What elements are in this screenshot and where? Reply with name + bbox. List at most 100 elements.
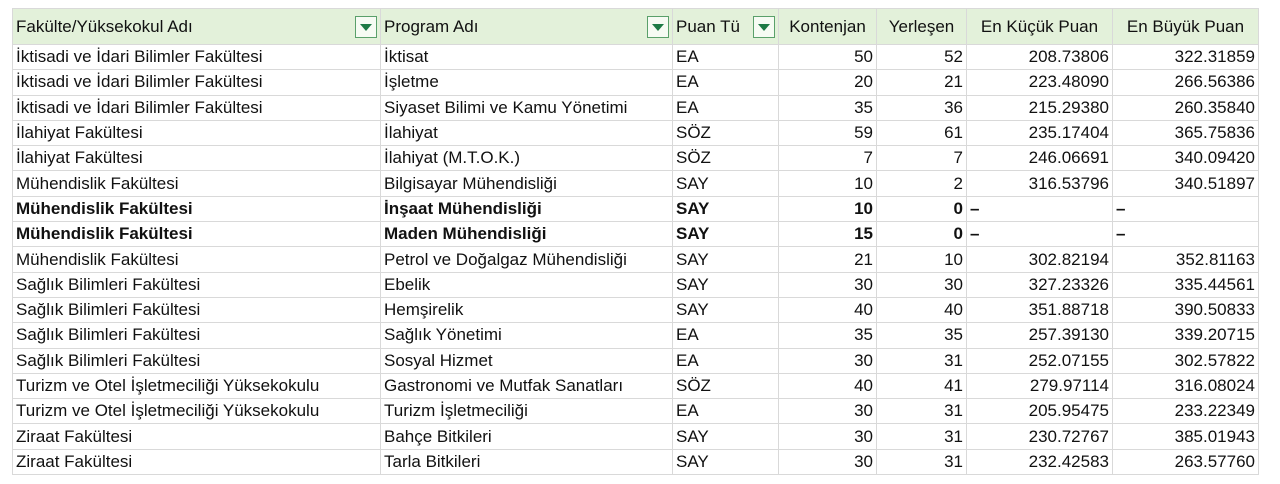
table-cell: 40 xyxy=(876,296,967,324)
header-text: Program Adı xyxy=(384,16,479,36)
table-cell: 316.53796 xyxy=(966,170,1113,197)
table-row: İktisadi ve İdari Bilimler Fakültesi İkti… xyxy=(12,43,1259,71)
table-cell: 230.72767 xyxy=(966,423,1113,450)
table-cell: 10 xyxy=(778,170,877,197)
table-cell: 61 xyxy=(876,119,967,147)
table-cell: 351.88718 xyxy=(966,296,1113,324)
table-cell: 31 xyxy=(876,448,967,476)
table-cell: 40 xyxy=(778,296,877,324)
table-row: İktisadi ve İdari Bilimler Fakültesi İşle… xyxy=(12,69,1259,96)
column-header: En Küçük Puan xyxy=(966,8,1113,45)
table-cell: EA xyxy=(672,94,779,121)
table-cell: Mühendislik Fakültesi xyxy=(12,170,381,197)
filter-button[interactable] xyxy=(753,16,775,38)
table-cell: EA xyxy=(672,322,779,349)
table-cell: Sosyal Hizmet xyxy=(380,347,673,374)
table-cell: – xyxy=(1112,221,1259,248)
table-cell: 322.31859 xyxy=(1112,43,1259,71)
table-cell: 205.95475 xyxy=(966,398,1113,425)
column-header: En Büyük Puan xyxy=(1112,8,1259,45)
table-cell: Mühendislik Fakültesi xyxy=(12,246,381,273)
table-cell: Gastronomi ve Mutfak Sanatları xyxy=(380,372,673,400)
table-cell: Mühendislik Fakültesi xyxy=(12,221,381,248)
header-text: Fakülte/Yüksekokul Adı xyxy=(16,16,193,36)
table-cell: Mühendislik Fakültesi xyxy=(12,195,381,223)
table-cell: 316.08024 xyxy=(1112,372,1259,400)
table-cell: 41 xyxy=(876,372,967,400)
table-cell: 52 xyxy=(876,43,967,71)
table-cell: 215.29380 xyxy=(966,94,1113,121)
table-row: Mühendislik Fakültesi İnşaat Mühendisliği… xyxy=(12,195,1259,223)
table-cell: 235.17404 xyxy=(966,119,1113,147)
table-cell: İktisat xyxy=(380,43,673,71)
table-cell: 385.01943 xyxy=(1112,423,1259,450)
filter-button[interactable] xyxy=(647,16,669,38)
table-cell: Turizm ve Otel İşletmeciliği Yüksekokulu xyxy=(12,372,381,400)
table-cell: 302.82194 xyxy=(966,246,1113,273)
table-cell: İktisadi ve İdari Bilimler Fakültesi xyxy=(12,43,381,71)
column-header: Puan Tü xyxy=(672,8,779,45)
table-cell: 50 xyxy=(778,43,877,71)
table-cell: Maden Mühendisliği xyxy=(380,221,673,248)
table-cell: 327.23326 xyxy=(966,271,1113,298)
table-cell: 30 xyxy=(778,271,877,298)
table-row: Ziraat Fakültesi Bahçe Bitkileri SAY 30 31 23… xyxy=(12,423,1259,450)
table-cell: Siyaset Bilimi ve Kamu Yönetimi xyxy=(380,94,673,121)
spreadsheet: Fakülte/Yüksekokul Adı Program Adı Puan Tü… xyxy=(12,8,1259,476)
table-cell: Turizm ve Otel İşletmeciliği Yüksekokulu xyxy=(12,398,381,425)
table-cell: 35 xyxy=(778,94,877,121)
table-cell: Ziraat Fakültesi xyxy=(12,423,381,450)
table-cell: – xyxy=(966,195,1113,223)
table-row: Sağlık Bilimleri Fakültesi Hemşirelik SAY 4… xyxy=(12,296,1259,324)
table-cell: SAY xyxy=(672,423,779,450)
header-row: Fakülte/Yüksekokul Adı Program Adı Puan Tü… xyxy=(12,8,1259,45)
table-row: Turizm ve Otel İşletmeciliği Yüksekokulu… xyxy=(12,372,1259,400)
table-cell: 30 xyxy=(778,347,877,374)
header-text: Yerleşen xyxy=(888,16,955,36)
table-cell: 339.20715 xyxy=(1112,322,1259,349)
table-cell: Tarla Bitkileri xyxy=(380,448,673,476)
table-cell: SAY xyxy=(672,221,779,248)
table-cell: 246.06691 xyxy=(966,145,1113,172)
table-cell: 20 xyxy=(778,69,877,96)
table-row: Sağlık Bilimleri Fakültesi Ebelik SAY 30 30 3… xyxy=(12,271,1259,298)
filter-button[interactable] xyxy=(355,16,377,38)
table-row: Mühendislik Fakültesi Maden Mühendisliği S… xyxy=(12,221,1259,248)
table-cell: 31 xyxy=(876,398,967,425)
table-row: Sağlık Bilimleri Fakültesi Sosyal Hizmet E… xyxy=(12,347,1259,374)
table-cell: Turizm İşletmeciliği xyxy=(380,398,673,425)
header-text: En Küçük Puan xyxy=(980,16,1099,36)
table-cell: 7 xyxy=(876,145,967,172)
column-header: Program Adı xyxy=(380,8,673,45)
table-cell: 266.56386 xyxy=(1112,69,1259,96)
table-cell: 233.22349 xyxy=(1112,398,1259,425)
table-cell: Ebelik xyxy=(380,271,673,298)
table-cell: İlahiyat Fakültesi xyxy=(12,119,381,147)
table-cell: SAY xyxy=(672,296,779,324)
table-cell: 263.57760 xyxy=(1112,448,1259,476)
table-cell: İşletme xyxy=(380,69,673,96)
table-cell: Sağlık Bilimleri Fakültesi xyxy=(12,347,381,374)
table-cell: 2 xyxy=(876,170,967,197)
table-cell: SAY xyxy=(672,246,779,273)
table-row: İktisadi ve İdari Bilimler Fakültesi Siya… xyxy=(12,94,1259,121)
table-cell: SAY xyxy=(672,170,779,197)
table-cell: İlahiyat Fakültesi xyxy=(12,145,381,172)
table-cell: 31 xyxy=(876,347,967,374)
table-cell: SÖZ xyxy=(672,372,779,400)
column-header: Yerleşen xyxy=(876,8,967,45)
table-cell: 252.07155 xyxy=(966,347,1113,374)
table-cell: 10 xyxy=(876,246,967,273)
table-cell: EA xyxy=(672,347,779,374)
header-text: Kontenjan xyxy=(789,16,866,36)
table-row: İlahiyat Fakültesi İlahiyat (M.T.O.K.) SÖZ… xyxy=(12,145,1259,172)
table-cell: 30 xyxy=(778,448,877,476)
table-row: Mühendislik Fakültesi Petrol ve Doğalgaz … xyxy=(12,246,1259,273)
table-cell: İnşaat Mühendisliği xyxy=(380,195,673,223)
table-cell: 35 xyxy=(778,322,877,349)
table-cell: 340.51897 xyxy=(1112,170,1259,197)
table-row: Sağlık Bilimleri Fakültesi Sağlık Yönetim… xyxy=(12,322,1259,349)
table-cell: 30 xyxy=(876,271,967,298)
table-cell: SAY xyxy=(672,195,779,223)
table-cell: 31 xyxy=(876,423,967,450)
